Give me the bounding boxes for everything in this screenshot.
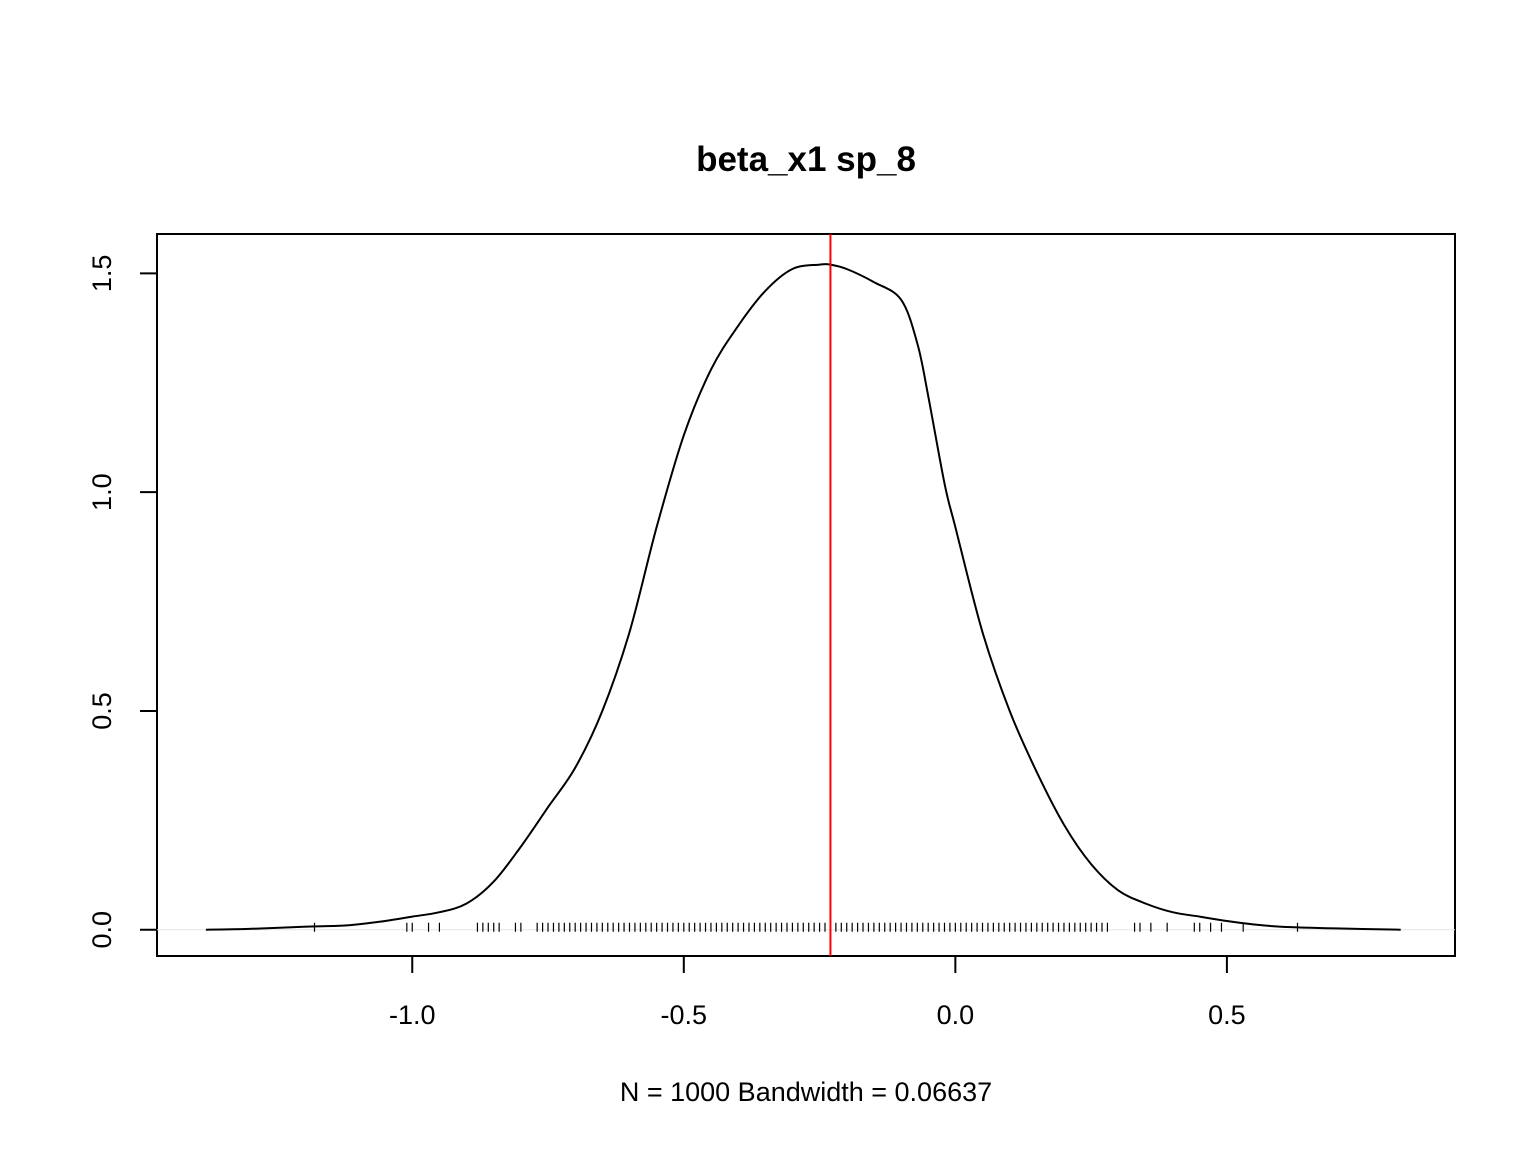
x-tick-label: 0.5 (1208, 1000, 1246, 1030)
x-tick-label: -1.0 (389, 1000, 436, 1030)
x-tick-label: -0.5 (661, 1000, 708, 1030)
y-axis: 0.0 0.5 1.0 1.5 (87, 255, 158, 949)
chart-title: beta_x1 sp_8 (696, 140, 916, 179)
x-tick-label: 0.0 (937, 1000, 975, 1030)
y-tick-label: 1.0 (87, 473, 117, 511)
y-tick-label: 1.5 (87, 255, 117, 293)
plot-frame (156, 233, 1456, 957)
density-curve (205, 263, 1401, 931)
y-tick-label: 0.5 (87, 692, 117, 730)
y-tick-label: 0.0 (87, 911, 117, 949)
x-axis-label: N = 1000 Bandwidth = 0.06637 (620, 1077, 992, 1107)
rug-marks (313, 922, 1299, 932)
x-axis: -1.0 -0.5 0.0 0.5 (389, 955, 1246, 1030)
